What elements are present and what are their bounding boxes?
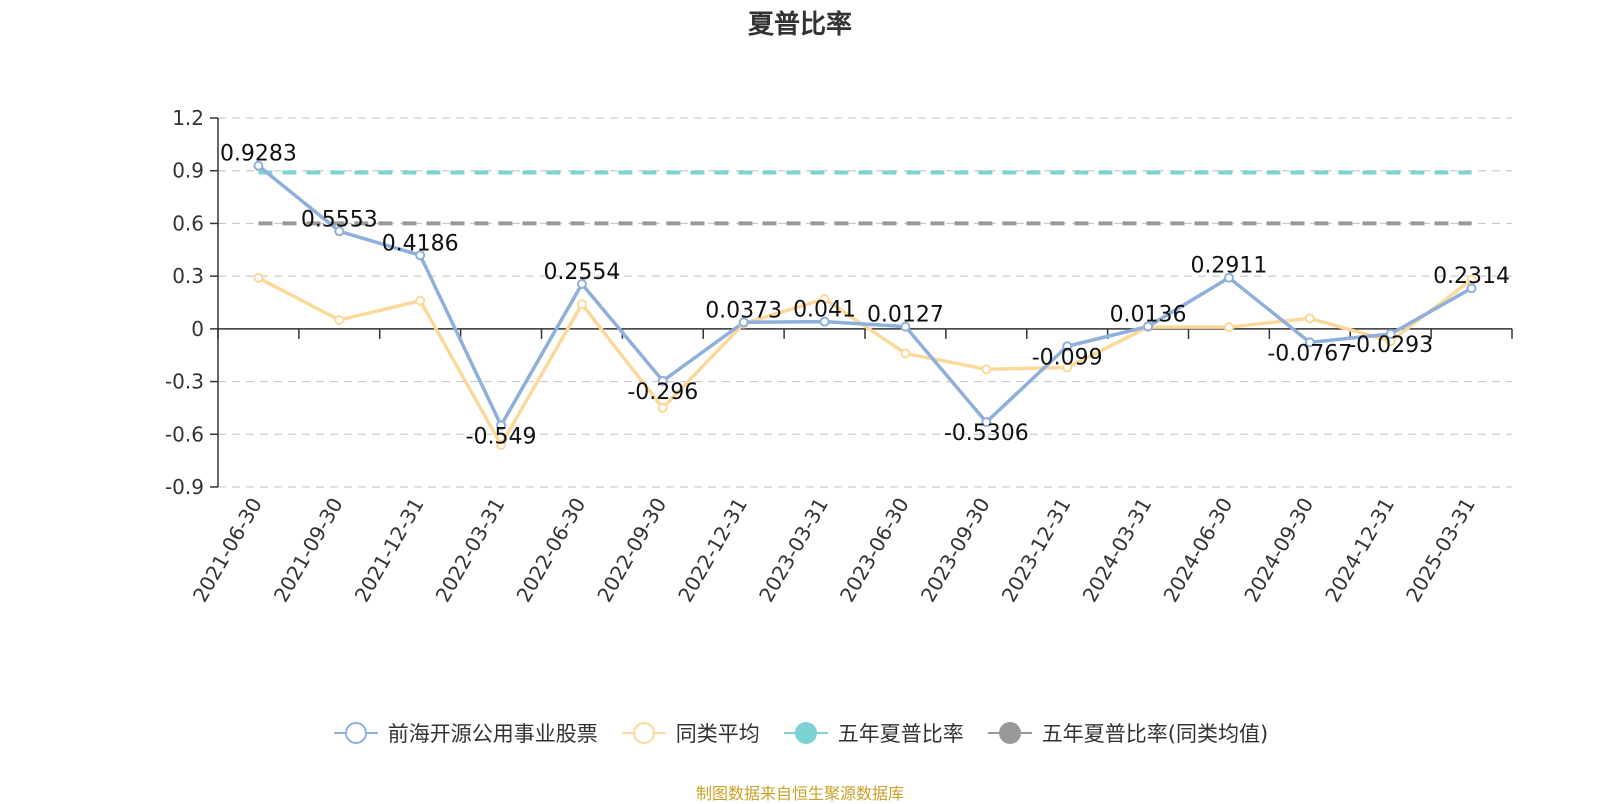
data-label: -0.5306 [944, 421, 1029, 446]
source-note: 制图数据来自恒生聚源数据库 [695, 784, 904, 803]
x-tick-label: 2024-06-30 [1158, 494, 1237, 607]
data-point [900, 348, 911, 359]
x-tick-label: 2022-12-31 [673, 494, 752, 607]
data-label: 0.0373 [705, 298, 782, 323]
legend-item-five-year-sharpe-peer[interactable]: 五年夏普比率(同类均值) [986, 718, 1268, 748]
x-tick-label: 2023-03-31 [754, 494, 833, 607]
data-label: 0.4186 [382, 231, 459, 256]
x-tick-label: 2023-12-31 [997, 494, 1076, 607]
data-point [1304, 313, 1315, 324]
x-tick-label: 2023-06-30 [835, 494, 914, 607]
data-point [576, 278, 587, 289]
y-tick-label: 1.2 [172, 106, 204, 130]
data-point [1062, 341, 1073, 352]
data-label: -0.0767 [1267, 341, 1352, 366]
data-label: -0.099 [1032, 345, 1103, 370]
x-tick-label: 2022-06-30 [511, 494, 590, 607]
data-label: 0.9283 [220, 142, 297, 167]
legend-line-dot-icon [782, 721, 830, 745]
data-point [253, 272, 264, 283]
legend-label-peer-average: 同类平均 [675, 722, 760, 746]
data-point [738, 317, 749, 328]
data-label: 0.2314 [1433, 264, 1510, 289]
data-point [657, 402, 668, 413]
x-tick-label: 2025-03-31 [1401, 494, 1480, 607]
legend-line-dot-icon [986, 721, 1034, 745]
data-point [900, 321, 911, 332]
data-label: 0.2554 [543, 260, 620, 285]
legend-label-five-year-sharpe: 五年夏普比率 [837, 722, 964, 746]
data-point [1466, 283, 1477, 294]
data-label: 0.2911 [1190, 254, 1267, 279]
data-point [1385, 329, 1396, 340]
data-label: -0.0293 [1348, 333, 1433, 358]
data-point [496, 420, 507, 431]
y-tick-label: 0.3 [172, 264, 204, 288]
data-label: 0.041 [793, 298, 856, 323]
data-point [981, 364, 992, 375]
x-tick-label: 2024-03-31 [1077, 494, 1156, 607]
legend: 前海开源公用事业股票 同类平均 五年夏普比率 五年夏普比率(同类均值) [0, 718, 1600, 748]
x-tick-label: 2022-09-30 [592, 494, 671, 607]
data-point [819, 293, 830, 304]
x-tick-label: 2021-06-30 [188, 494, 267, 607]
legend-item-fund[interactable]: 前海开源公用事业股票 [332, 718, 598, 748]
y-tick-label: 0 [191, 317, 204, 341]
data-point [1143, 321, 1154, 332]
data-point [819, 316, 830, 327]
data-point [1062, 362, 1073, 373]
series-line-0 [257, 164, 1473, 428]
data-label: 0.5553 [301, 207, 378, 232]
data-point [334, 226, 345, 237]
legend-item-five-year-sharpe[interactable]: 五年夏普比率 [782, 718, 964, 748]
x-tick-label: 2023-09-30 [916, 494, 995, 607]
y-tick-label: -0.9 [165, 475, 204, 499]
data-point [1304, 337, 1315, 348]
data-point [981, 417, 992, 428]
data-label: 0.0136 [1110, 302, 1187, 327]
data-label: -0.296 [627, 380, 698, 405]
series-line-1 [257, 276, 1473, 447]
data-point [334, 315, 345, 326]
legend-item-peer-average[interactable]: 同类平均 [620, 718, 760, 748]
data-point [253, 160, 264, 171]
legend-label-five-year-sharpe-peer: 五年夏普比率(同类均值) [1041, 722, 1269, 746]
y-tick-label: -0.6 [165, 422, 204, 446]
data-point [415, 250, 426, 261]
y-tick-label: -0.3 [165, 370, 204, 394]
legend-line-circle-icon [332, 721, 380, 745]
y-tick-label: 0.9 [172, 159, 204, 183]
data-label: 0.0127 [867, 303, 944, 328]
chart-title: 夏普比率 [747, 10, 852, 40]
legend-line-circle-icon [620, 721, 668, 745]
data-point [576, 299, 587, 310]
data-point [1223, 272, 1234, 283]
x-tick-label: 2021-09-30 [269, 494, 348, 607]
legend-label-fund: 前海开源公用事业股票 [387, 722, 598, 746]
x-tick-label: 2024-09-30 [1239, 494, 1318, 607]
y-tick-label: 0.6 [172, 211, 204, 235]
data-point [496, 439, 507, 450]
data-point [657, 375, 668, 386]
x-tick-label: 2024-12-31 [1320, 494, 1399, 607]
data-point [415, 295, 426, 306]
data-label: -0.549 [466, 424, 537, 449]
x-tick-label: 2021-12-31 [350, 494, 429, 607]
x-tick-label: 2022-03-31 [430, 494, 509, 607]
data-point [1223, 322, 1234, 333]
